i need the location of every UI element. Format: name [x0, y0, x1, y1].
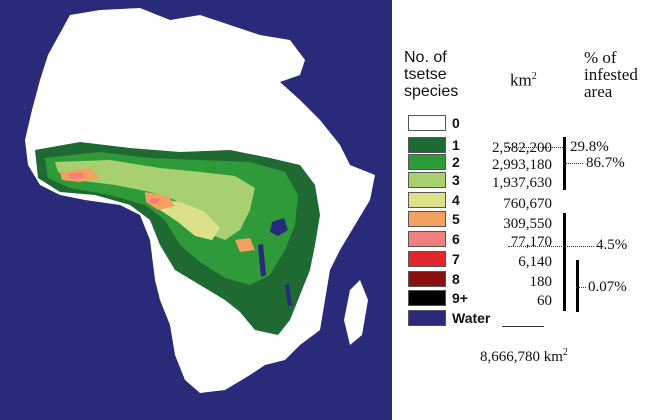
pct-group-1: 29.8%: [570, 139, 609, 155]
legend-swatch: [408, 172, 446, 188]
lake-tanganyika: [258, 244, 266, 277]
pointer-1: [505, 147, 565, 148]
species-header-line-1: No. of: [404, 49, 447, 66]
legend-label: 4: [452, 192, 460, 208]
lake-malawi: [285, 284, 292, 306]
water-line: [502, 326, 544, 327]
legend-swatch: [408, 231, 446, 247]
species-column-header: No. of tsetse species: [404, 49, 458, 100]
madagascar: [344, 280, 368, 345]
pct-group-3: 4.5%: [596, 237, 628, 253]
legend-label: 6: [452, 231, 460, 247]
legend-area-value: 180: [529, 274, 553, 290]
legend-swatch: [408, 154, 446, 170]
legend-swatch: [408, 211, 446, 227]
legend-label: 8: [452, 271, 460, 287]
legend-swatch: [408, 115, 446, 131]
legend-area-value: 309,550: [503, 216, 552, 232]
legend-label: 0: [452, 115, 460, 131]
legend-area-value: 60: [537, 293, 552, 309]
total-area-value: 8,666,780 km: [480, 349, 563, 365]
legend-label: 7: [452, 251, 460, 267]
legend-swatch: [408, 192, 446, 208]
pointer-4: [576, 287, 586, 288]
africa-map: [0, 0, 392, 420]
legend-area-value: 760,670: [503, 196, 552, 212]
legend-area-value: 2,993,180: [492, 157, 552, 173]
species-header-line-2: tsetse: [404, 66, 447, 83]
total-area: 8,666,780 km2: [480, 344, 568, 366]
area-column-header: km2: [510, 68, 537, 89]
pointer-2: [563, 163, 583, 164]
legend-swatch: [408, 137, 446, 153]
legend-swatch: [408, 310, 446, 326]
bracket-5-9: [563, 213, 566, 311]
legend-swatch: [408, 271, 446, 287]
legend-label: 5: [452, 211, 460, 227]
lake-victoria: [270, 218, 288, 236]
legend-area-value: 6,140: [518, 254, 552, 270]
legend-label: 1: [452, 137, 460, 153]
pct-group-4: 0.07%: [588, 279, 627, 295]
legend-swatch: [408, 290, 446, 306]
pct-header-line-1: % of: [584, 48, 617, 67]
pct-column-header: % of infested area: [584, 49, 638, 100]
area-header-unit: km: [510, 70, 532, 90]
pct-header-line-2: infested: [584, 65, 638, 84]
legend-label: 2: [452, 154, 460, 170]
bracket-7-9: [576, 260, 579, 312]
total-area-sup: 2: [562, 347, 568, 358]
legend-area-value: 77,170: [510, 234, 552, 250]
africa-map-svg: [25, 8, 375, 393]
legend-area-value: 1,937,630: [492, 175, 552, 191]
legend-label: Water: [452, 310, 491, 326]
legend-swatch: [408, 251, 446, 267]
pointer-3: [508, 246, 594, 247]
zone-4-species: [150, 198, 220, 240]
zone-6-species: [68, 172, 160, 204]
species-header-line-3: species: [404, 83, 459, 100]
pct-header-line-3: area: [584, 82, 613, 101]
area-header-sup: 2: [531, 71, 537, 82]
legend-label: 9+: [452, 290, 468, 306]
pct-group-2: 86.7%: [586, 155, 625, 171]
legend-label: 3: [452, 172, 460, 188]
legend-area-value: 2,582,200: [492, 140, 552, 156]
